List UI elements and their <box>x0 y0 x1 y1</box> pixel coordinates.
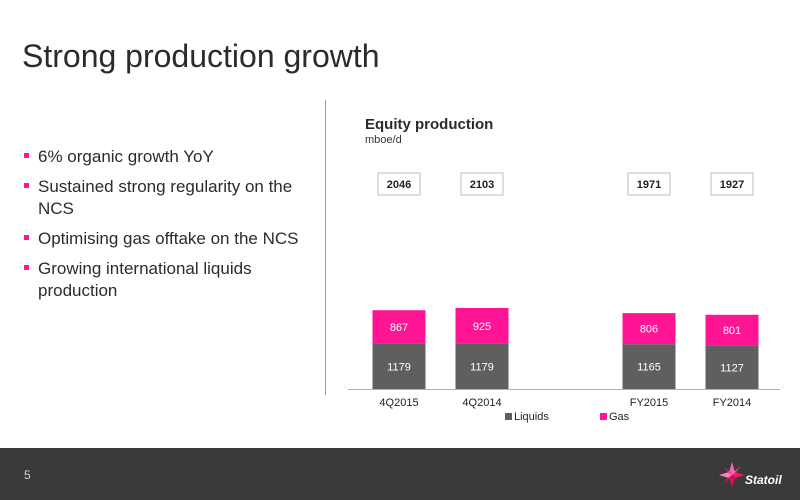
bullet-list: 6% organic growth YoY Sustained strong r… <box>22 146 322 310</box>
bullet-marker <box>24 153 29 158</box>
bar-liquids <box>705 345 759 389</box>
total-label: 2103 <box>470 179 494 191</box>
statoil-logo-icon <box>719 462 745 488</box>
bullet-marker <box>24 235 29 240</box>
data-label-gas: 867 <box>390 322 408 334</box>
bar-gas <box>622 313 676 345</box>
data-label-liquids: 1165 <box>637 362 661 374</box>
bullet-text: Sustained strong regularity on the NCS <box>38 177 293 218</box>
data-label-gas: 801 <box>723 325 741 337</box>
brand-name: Statoil <box>745 473 782 487</box>
legend-label-gas: Gas <box>609 411 630 423</box>
chart-unit: mboe/d <box>365 134 402 146</box>
data-label-gas: 806 <box>640 324 658 336</box>
bullet-item: Sustained strong regularity on the NCS <box>22 176 322 220</box>
total-box <box>377 172 421 196</box>
bar-liquids <box>622 344 676 389</box>
legend-swatch-liquids <box>505 413 512 420</box>
bar-gas <box>372 310 426 344</box>
bullet-text: Growing international liquids production <box>38 259 252 300</box>
legend-swatch-gas <box>600 413 607 420</box>
x-tick-label: FY2014 <box>713 397 752 409</box>
total-box <box>627 172 671 196</box>
data-label-liquids: 1179 <box>470 361 494 373</box>
bullet-text: Optimising gas offtake on the NCS <box>38 229 299 248</box>
bar-gas <box>705 314 759 346</box>
total-label: 1971 <box>637 179 661 191</box>
total-box <box>710 172 754 196</box>
total-box <box>460 172 504 196</box>
x-tick-label: 4Q2014 <box>462 397 501 409</box>
data-label-gas: 925 <box>473 321 491 333</box>
data-label-liquids: 1179 <box>387 361 411 373</box>
bullet-marker <box>24 183 29 188</box>
bullet-text: 6% organic growth YoY <box>38 147 214 166</box>
page-title: Strong production growth <box>22 38 380 74</box>
bar-liquids <box>455 343 509 389</box>
bullet-item: Optimising gas offtake on the NCS <box>22 228 322 250</box>
bar-liquids <box>372 343 426 389</box>
equity-production-chart: 1179 867 2046 4Q2015 1179 925 2103 4Q2014 1165 80… <box>348 172 780 423</box>
page-number: 5 <box>24 468 31 482</box>
chart-title: Equity production <box>365 116 494 133</box>
bar-gas <box>455 307 509 344</box>
footer: 5 Statoil <box>0 448 800 500</box>
x-tick-label: 4Q2015 <box>379 397 418 409</box>
x-tick-label: FY2015 <box>630 397 669 409</box>
legend-label-liquids: Liquids <box>514 411 549 423</box>
total-label: 1927 <box>720 179 744 191</box>
bullet-marker <box>24 265 29 270</box>
bullet-item: Growing international liquids production <box>22 258 322 302</box>
bullet-item: 6% organic growth YoY <box>22 146 322 168</box>
divider <box>325 100 326 395</box>
total-label: 2046 <box>387 179 411 191</box>
data-label-liquids: 1127 <box>720 362 744 374</box>
